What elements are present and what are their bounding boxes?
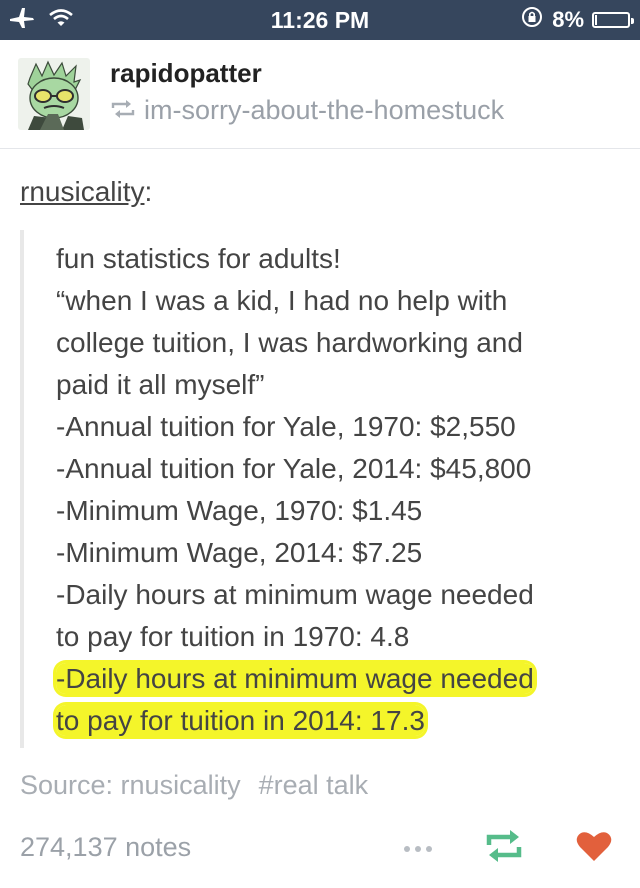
quote-line: -Minimum Wage, 2014: $7.25: [56, 537, 423, 568]
avatar[interactable]: [18, 58, 90, 130]
blockquote-bar: [20, 230, 24, 748]
highlight-marker: to pay for tuition in 2014: 17.3: [56, 705, 425, 736]
quoted-text: fun statistics for adults! “when I was a…: [56, 238, 626, 742]
reblog-small-icon: [110, 95, 136, 126]
status-time: 11:26 PM: [270, 7, 370, 33]
post-footer-tags: Source: rnusicality #real talk: [20, 770, 368, 801]
quote-line: fun statistics for adults!: [56, 243, 341, 274]
quote-line: -Minimum Wage, 1970: $1.45: [56, 495, 423, 526]
more-options-icon[interactable]: [404, 845, 432, 852]
source-link[interactable]: Source: rnusicality: [20, 770, 241, 800]
status-bar: 11:26 PM 8%: [0, 0, 640, 40]
blog-name[interactable]: rapidopatter: [110, 58, 262, 88]
source-username-colon: :: [144, 176, 153, 207]
post-header: [0, 40, 640, 149]
battery-percent: 8%: [552, 7, 584, 32]
wifi-icon: [48, 7, 74, 34]
like-heart-icon[interactable]: [576, 830, 612, 867]
source-attribution: rnusicality:: [20, 176, 152, 208]
quote-line: “when I was a kid, I had no help with: [56, 285, 508, 316]
highlight-marker: -Daily hours at minimum wage needed: [56, 663, 534, 694]
source-username[interactable]: rnusicality: [20, 176, 145, 207]
status-bar-left: [8, 6, 74, 34]
highlighted-quote-line: -Daily hours at minimum wage needed: [56, 658, 626, 700]
quote-line: paid it all myself”: [56, 369, 265, 400]
airplane-icon: [8, 6, 36, 35]
highlighted-quote-line: to pay for tuition in 2014: 17.3: [56, 700, 626, 742]
reblog-icon[interactable]: [484, 828, 524, 869]
quote-line: college tuition, I was hardworking and: [56, 327, 523, 358]
reblogged-from[interactable]: im-sorry-about-the-homestuck: [110, 95, 504, 126]
tag-real-talk[interactable]: #real talk: [258, 770, 369, 800]
battery-level-fill: [595, 15, 597, 25]
status-bar-right: 8%: [520, 0, 634, 40]
post-actions: [404, 828, 612, 869]
reblogged-from-name[interactable]: im-sorry-about-the-homestuck: [144, 95, 505, 125]
quote-line: -Annual tuition for Yale, 1970: $2,550: [56, 411, 516, 442]
notes-count[interactable]: 274,137 notes: [20, 832, 192, 862]
quote-line: -Annual tuition for Yale, 2014: $45,800: [56, 453, 532, 484]
quote-line: to pay for tuition in 1970: 4.8: [56, 621, 410, 652]
battery-icon: [592, 12, 634, 28]
orientation-lock-icon: [520, 5, 544, 35]
quote-line: -Daily hours at minimum wage needed: [56, 579, 534, 610]
